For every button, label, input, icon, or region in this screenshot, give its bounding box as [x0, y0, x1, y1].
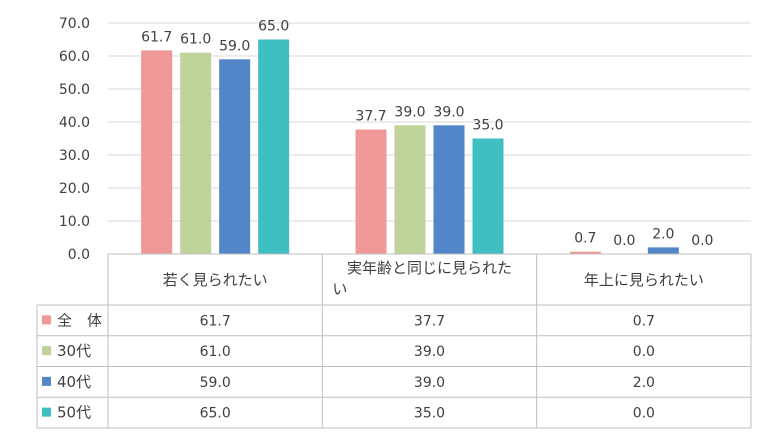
table-cell: 65.0 — [200, 406, 231, 422]
y-tick-label: 40.0 — [59, 115, 90, 131]
y-tick-label: 0.0 — [68, 247, 90, 263]
bar — [472, 138, 504, 254]
bar — [647, 247, 679, 254]
table-cell: 0.0 — [633, 344, 655, 360]
y-tick-label: 10.0 — [59, 214, 90, 230]
data-label: 61.0 — [180, 32, 211, 48]
bar — [394, 125, 426, 254]
data-label: 39.0 — [394, 104, 425, 120]
series-name: 40代 — [57, 373, 91, 391]
bar — [258, 39, 290, 254]
y-tick-label: 50.0 — [59, 82, 90, 98]
series-name: 50代 — [57, 404, 91, 422]
legend-swatch — [42, 407, 51, 417]
x-category-label: い — [332, 280, 347, 298]
x-category-label: 年上に見られたい — [584, 271, 704, 289]
y-tick-label: 70.0 — [59, 16, 90, 32]
bar — [141, 50, 173, 254]
bar — [180, 52, 212, 255]
table-cell: 35.0 — [414, 406, 445, 422]
table-cell: 59.0 — [200, 375, 231, 391]
data-label: 61.7 — [141, 29, 172, 45]
data-label: 35.0 — [472, 118, 503, 134]
table-cell: 37.7 — [414, 313, 445, 329]
data-label: 0.7 — [574, 231, 596, 247]
bar — [569, 251, 601, 254]
table-cell: 0.0 — [633, 406, 655, 422]
x-category-label: 若く見られたい — [163, 271, 268, 289]
table-cell: 39.0 — [414, 344, 445, 360]
legend-swatch — [42, 346, 51, 356]
data-label: 39.0 — [433, 104, 464, 120]
table-cell: 2.0 — [633, 375, 655, 391]
bar — [219, 59, 251, 254]
data-label: 0.0 — [691, 233, 713, 249]
table-cell: 61.7 — [200, 313, 231, 329]
bar — [433, 125, 465, 254]
legend-swatch — [42, 315, 51, 325]
table-cell: 61.0 — [200, 344, 231, 360]
bar — [355, 129, 387, 254]
data-label: 59.0 — [219, 38, 250, 54]
series-name: 30代 — [57, 342, 91, 360]
y-tick-label: 20.0 — [59, 181, 90, 197]
y-tick-label: 30.0 — [59, 148, 90, 164]
data-label: 2.0 — [652, 226, 674, 242]
table-cell: 0.7 — [633, 313, 655, 329]
data-label: 65.0 — [258, 19, 289, 35]
data-label: 0.0 — [613, 233, 635, 249]
data-label: 37.7 — [355, 109, 386, 125]
table-cell: 39.0 — [414, 375, 445, 391]
legend-swatch — [42, 376, 51, 386]
series-name: 全 体 — [57, 311, 102, 329]
y-tick-label: 60.0 — [59, 49, 90, 65]
x-category-label: 実年齢と同じに見られた — [347, 259, 512, 277]
